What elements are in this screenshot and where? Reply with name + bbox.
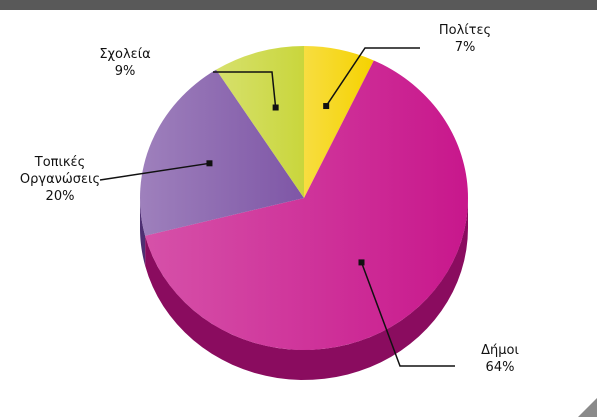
label-value: 64% <box>485 360 515 375</box>
label-name: Πολίτες <box>438 23 492 38</box>
slice-side <box>145 198 469 380</box>
corner <box>578 398 597 417</box>
label-name: Τοπικές Οργανώσεις <box>19 155 101 187</box>
leader-line <box>325 47 420 107</box>
leader-line <box>99 162 210 181</box>
leader-dot <box>272 104 279 111</box>
label-name: Δήμοι <box>481 343 519 358</box>
label-value: 9% <box>114 64 136 79</box>
slice <box>139 69 304 236</box>
leader-dot <box>206 160 213 167</box>
slice <box>145 60 469 351</box>
leader-line <box>213 71 277 108</box>
leader-dot <box>358 259 365 266</box>
label: Πολίτες 7% <box>420 22 510 56</box>
top-bar <box>0 0 597 10</box>
label: Δήμοι 64% <box>455 342 545 376</box>
label: Τοπικές Οργανώσεις 20% <box>5 154 115 205</box>
leader-dot <box>323 103 330 110</box>
label-value: 20% <box>45 189 75 204</box>
slice <box>216 46 304 198</box>
slice <box>304 46 374 198</box>
label-name: Σχολεία <box>99 47 151 62</box>
slice-side <box>140 198 146 266</box>
leader-line <box>360 262 455 367</box>
label: Σχολεία 9% <box>75 46 175 80</box>
label-value: 7% <box>454 40 476 55</box>
